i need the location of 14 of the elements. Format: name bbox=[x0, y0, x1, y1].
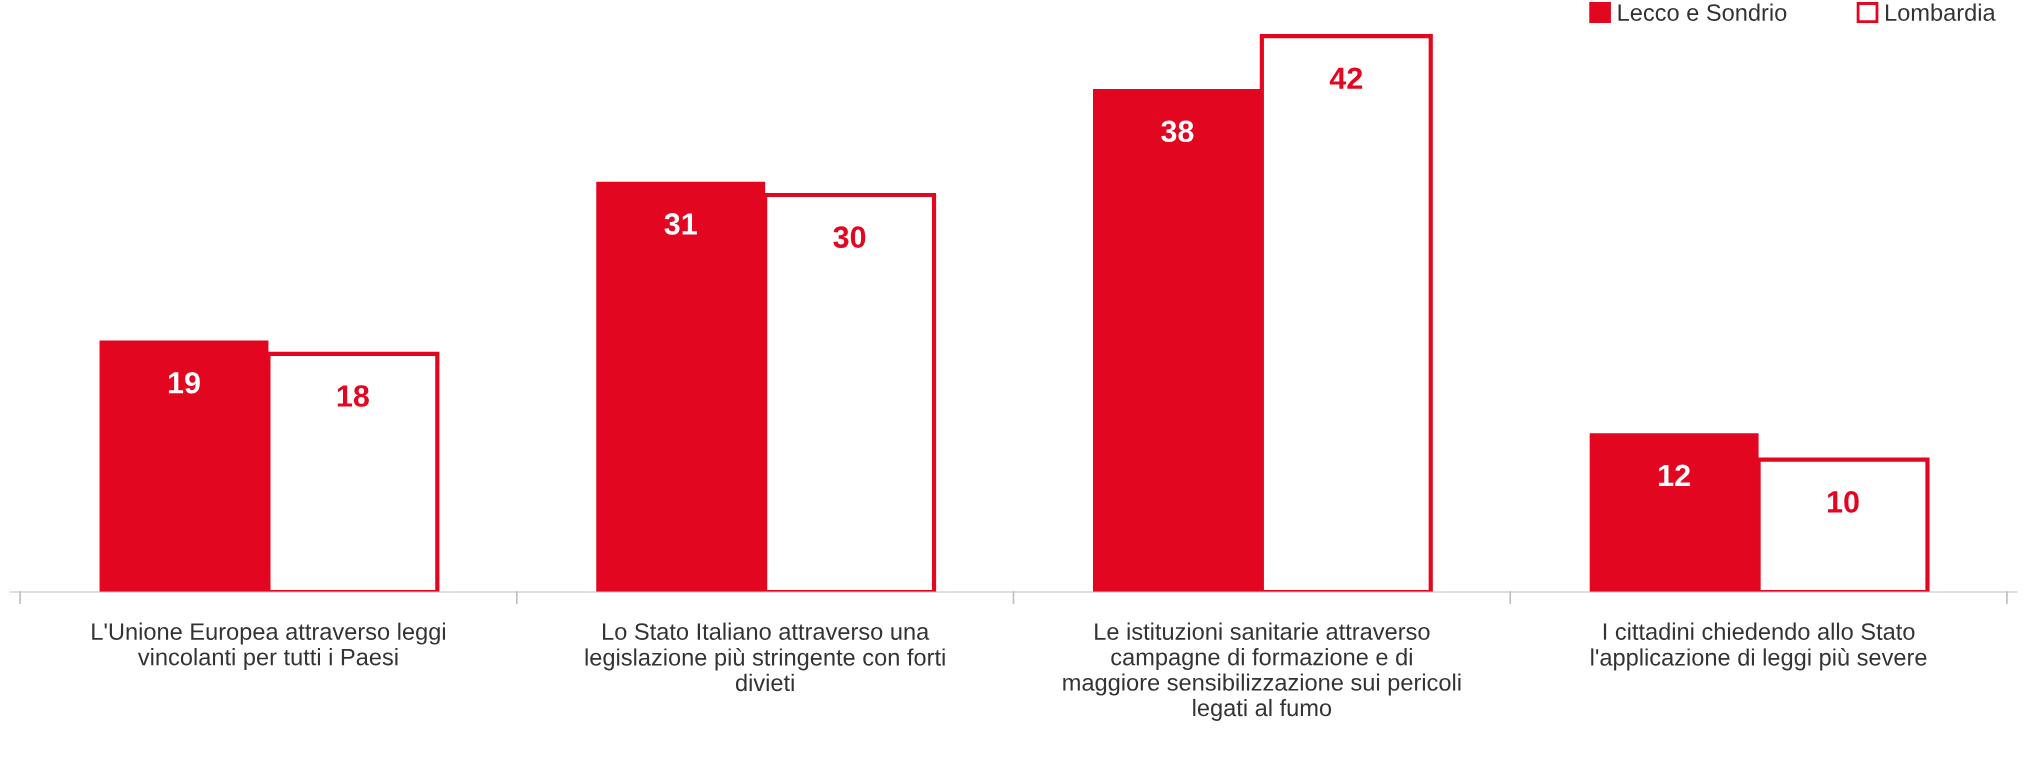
x-tick-label: Le istituzioni sanitarie attraverso campagne di formazione e di maggiore sensibilizzazione sui pericoli legati al fumo bbox=[1063, 622, 1461, 721]
data-label: 18 bbox=[337, 385, 369, 407]
data-label: 38 bbox=[1161, 120, 1194, 143]
data-label: 10 bbox=[1827, 491, 1859, 513]
x-tick-label: L'Unione Europea attraverso leggi vincolanti per tutti i Paesi bbox=[92, 622, 445, 671]
data-label: 42 bbox=[1329, 67, 1363, 89]
data-label: 30 bbox=[833, 226, 866, 249]
data-label: 19 bbox=[168, 371, 200, 394]
data-label: 31 bbox=[664, 213, 697, 235]
data-label: 12 bbox=[1659, 464, 1690, 486]
legend-label: Lombardia bbox=[1886, 3, 1996, 21]
x-tick-label: Lo Stato Italiano attraverso una legislazione più stringente con forti divieti bbox=[585, 622, 945, 692]
x-tick-label: I cittadini chiedendo allo Stato l'applicazione di leggi più severe bbox=[1591, 622, 1927, 671]
legend-label: Lecco e Sondrio bbox=[1618, 3, 1787, 21]
